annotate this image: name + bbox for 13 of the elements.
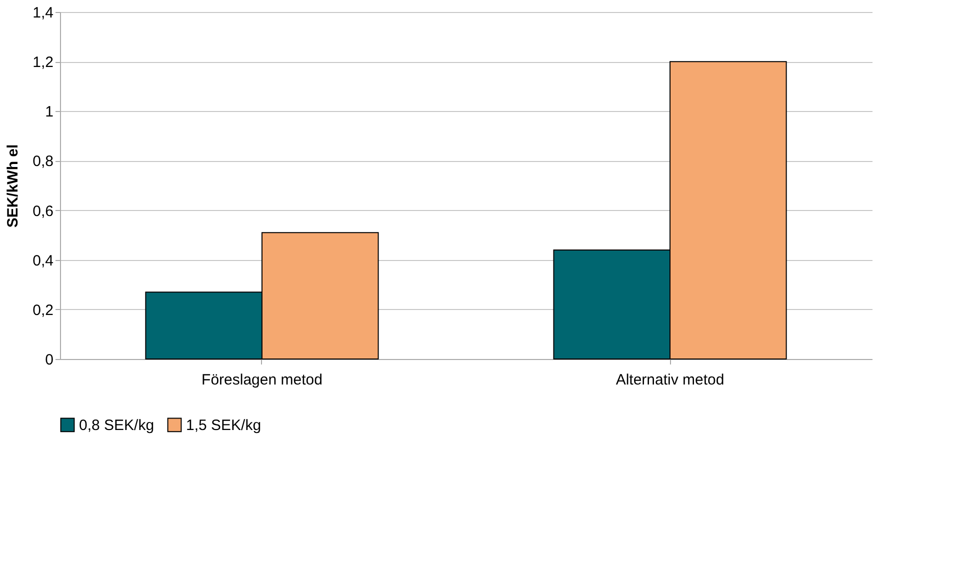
legend-label: 0,8 SEK/kg xyxy=(79,416,154,434)
y-tick-label: 0 xyxy=(45,352,54,368)
y-tick-label: 0,8 xyxy=(32,153,54,170)
y-axis-title: SEK/kWh el xyxy=(4,144,22,228)
x-tick-label: Alternativ metod xyxy=(616,372,724,388)
y-tick-label: 0,6 xyxy=(32,202,54,220)
y-tick-label: 1 xyxy=(45,104,54,121)
x-tick-label: Föreslagen metod xyxy=(202,372,322,388)
y-tick-label: 0,2 xyxy=(32,302,54,319)
legend-label: 1,5 SEK/kg xyxy=(186,416,262,434)
y-tick-label: 1,2 xyxy=(32,54,54,72)
y-tick-label: 1,4 xyxy=(32,4,54,22)
y-tick-label: 0,4 xyxy=(32,252,54,270)
